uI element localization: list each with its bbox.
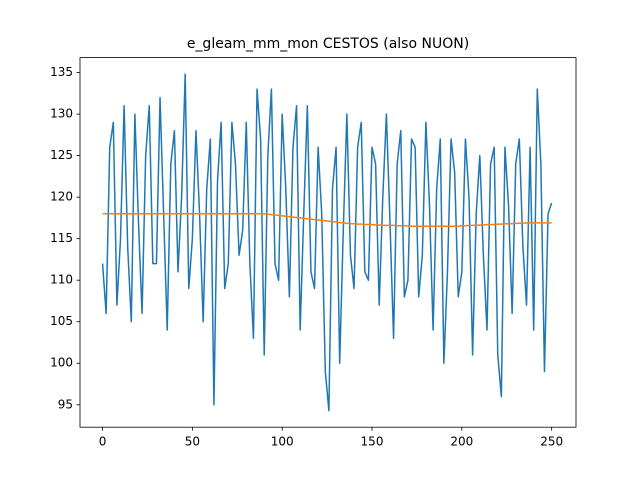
x-tick-label: 100 bbox=[271, 435, 294, 449]
y-tick-label: 130 bbox=[50, 107, 73, 121]
x-tick-label: 250 bbox=[540, 435, 563, 449]
line-series bbox=[101, 73, 553, 412]
chart-title: e_gleam_mm_mon CESTOS (also NUON) bbox=[187, 36, 469, 52]
y-tick-label: 135 bbox=[50, 65, 73, 79]
y-tick-label: 100 bbox=[50, 356, 73, 370]
y-tick-label: 95 bbox=[58, 397, 73, 411]
y-tick-label: 110 bbox=[50, 273, 73, 287]
y-tick-label: 105 bbox=[50, 314, 73, 328]
y-tick-label: 120 bbox=[50, 190, 73, 204]
x-tick-label: 200 bbox=[450, 435, 473, 449]
x-tick-label: 50 bbox=[185, 435, 200, 449]
x-tick-label: 150 bbox=[361, 435, 384, 449]
y-tick-label: 115 bbox=[50, 231, 73, 245]
x-tick-label: 0 bbox=[99, 435, 107, 449]
line-series bbox=[102, 212, 552, 227]
plot-frame bbox=[79, 57, 577, 428]
y-tick-label: 125 bbox=[50, 148, 73, 162]
